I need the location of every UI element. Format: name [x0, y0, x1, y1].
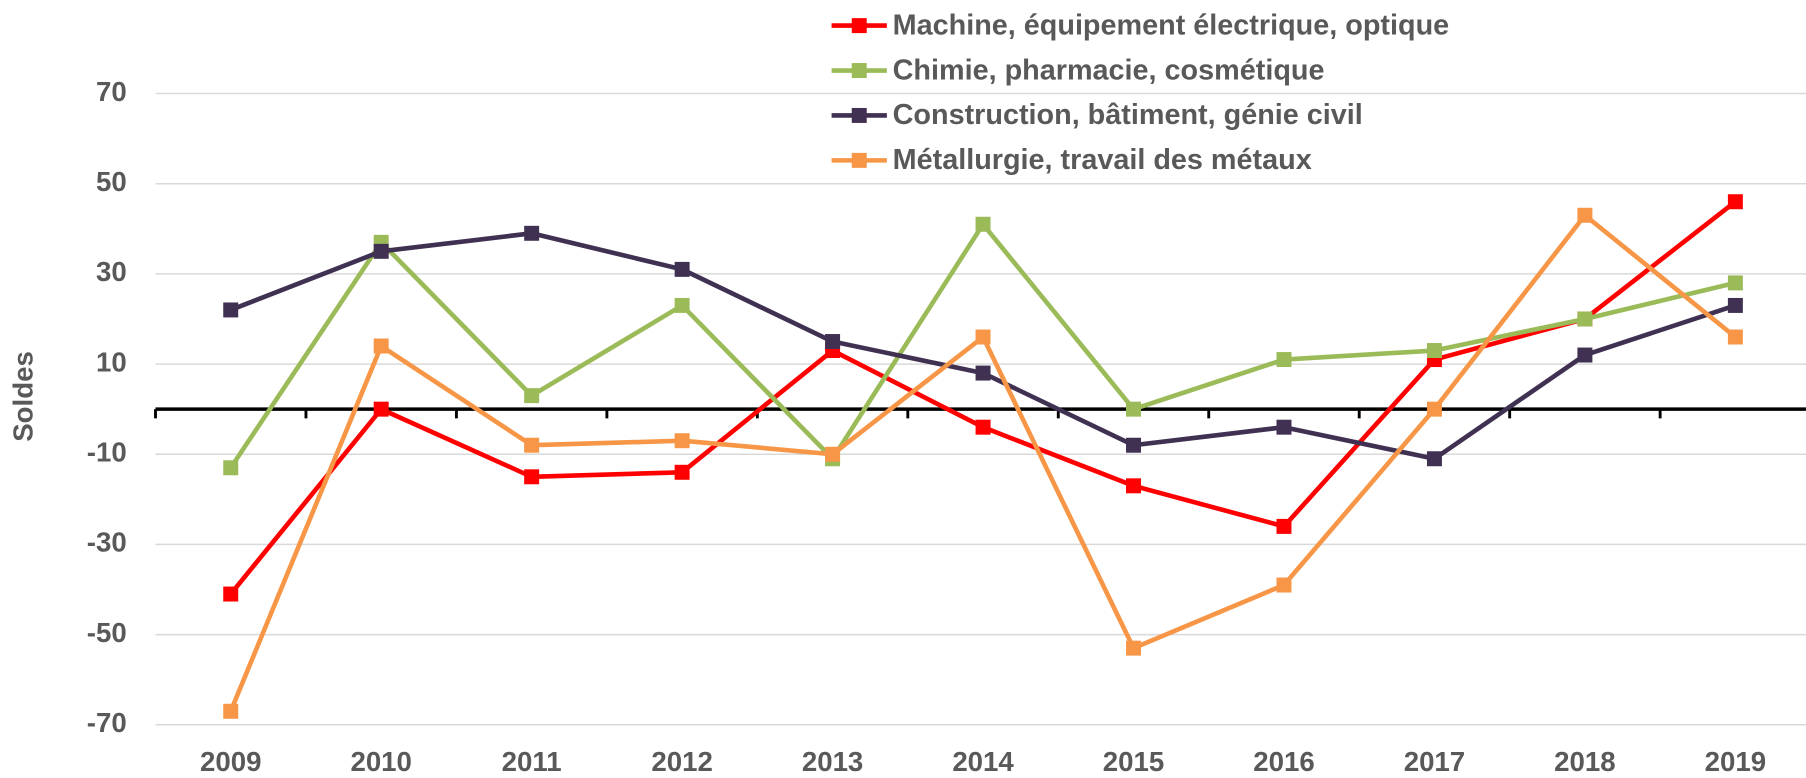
data-point: [825, 334, 841, 350]
y-tick-label: -50: [87, 617, 127, 648]
data-point: [825, 446, 841, 462]
series-line: [228, 212, 1737, 713]
y-tick-label: 30: [96, 256, 127, 287]
data-point: [674, 433, 690, 449]
data-point: [373, 401, 389, 417]
x-tick-label: 2010: [350, 746, 411, 777]
x-tick-label: 2017: [1404, 746, 1465, 777]
legend-label: Métallurgie, travail des métaux: [893, 144, 1312, 176]
data-point: [1426, 401, 1442, 417]
data-point: [223, 586, 239, 602]
y-tick-label: 50: [96, 166, 127, 197]
x-tick-label: 2013: [802, 746, 863, 777]
y-tick-label: -70: [87, 707, 127, 738]
legend-marker: [851, 18, 867, 34]
data-point: [524, 437, 540, 453]
data-point: [975, 419, 991, 435]
x-tick-label: 2014: [952, 746, 1014, 777]
data-point: [1727, 329, 1743, 345]
data-point: [1727, 297, 1743, 313]
y-tick-label: -10: [87, 437, 127, 468]
legend-label: Machine, équipement électrique, optique: [893, 9, 1450, 41]
legend-marker: [851, 152, 867, 168]
data-point: [1577, 207, 1593, 223]
data-point: [223, 460, 239, 476]
data-point: [975, 365, 991, 381]
x-tick-label: 2018: [1554, 746, 1615, 777]
data-point: [1577, 311, 1593, 327]
x-tick-label: 2016: [1253, 746, 1314, 777]
x-tick-label: 2011: [502, 746, 562, 777]
data-point: [223, 302, 239, 318]
data-point: [1126, 640, 1142, 656]
data-point: [1126, 478, 1142, 494]
data-point: [1276, 577, 1292, 593]
x-tick-label: 2012: [651, 746, 712, 777]
data-point: [1276, 518, 1292, 534]
x-tick-label: 2009: [200, 746, 261, 777]
data-point: [674, 297, 690, 313]
data-point: [1577, 347, 1593, 363]
data-point: [1426, 343, 1442, 359]
data-point: [1276, 352, 1292, 368]
x-tick-label: 2015: [1103, 746, 1164, 777]
legend-label: Construction, bâtiment, génie civil: [893, 99, 1363, 131]
data-point: [1126, 437, 1142, 453]
legend-marker: [851, 63, 867, 79]
legend-marker: [851, 107, 867, 123]
data-point: [1727, 194, 1743, 210]
data-point: [674, 464, 690, 480]
data-point: [1126, 401, 1142, 417]
y-axis-label: Soldes: [8, 351, 39, 442]
data-point: [975, 329, 991, 345]
data-point: [373, 338, 389, 354]
data-point: [524, 469, 540, 485]
y-tick-label: -30: [87, 527, 127, 558]
data-point: [1276, 419, 1292, 435]
x-tick-label: 2019: [1705, 746, 1766, 777]
data-point: [674, 261, 690, 277]
y-tick-label: 10: [96, 346, 127, 377]
data-point: [524, 388, 540, 404]
data-point: [373, 243, 389, 259]
data-point: [524, 225, 540, 241]
legend: Machine, équipement électrique, optique C…: [831, 9, 1450, 176]
data-point: [975, 216, 991, 232]
legend-label: Chimie, pharmacie, cosmétique: [893, 54, 1325, 86]
data-point: [1426, 451, 1442, 467]
data-point: [1727, 275, 1743, 291]
data-point: [223, 703, 239, 719]
y-tick-label: 70: [96, 76, 127, 107]
